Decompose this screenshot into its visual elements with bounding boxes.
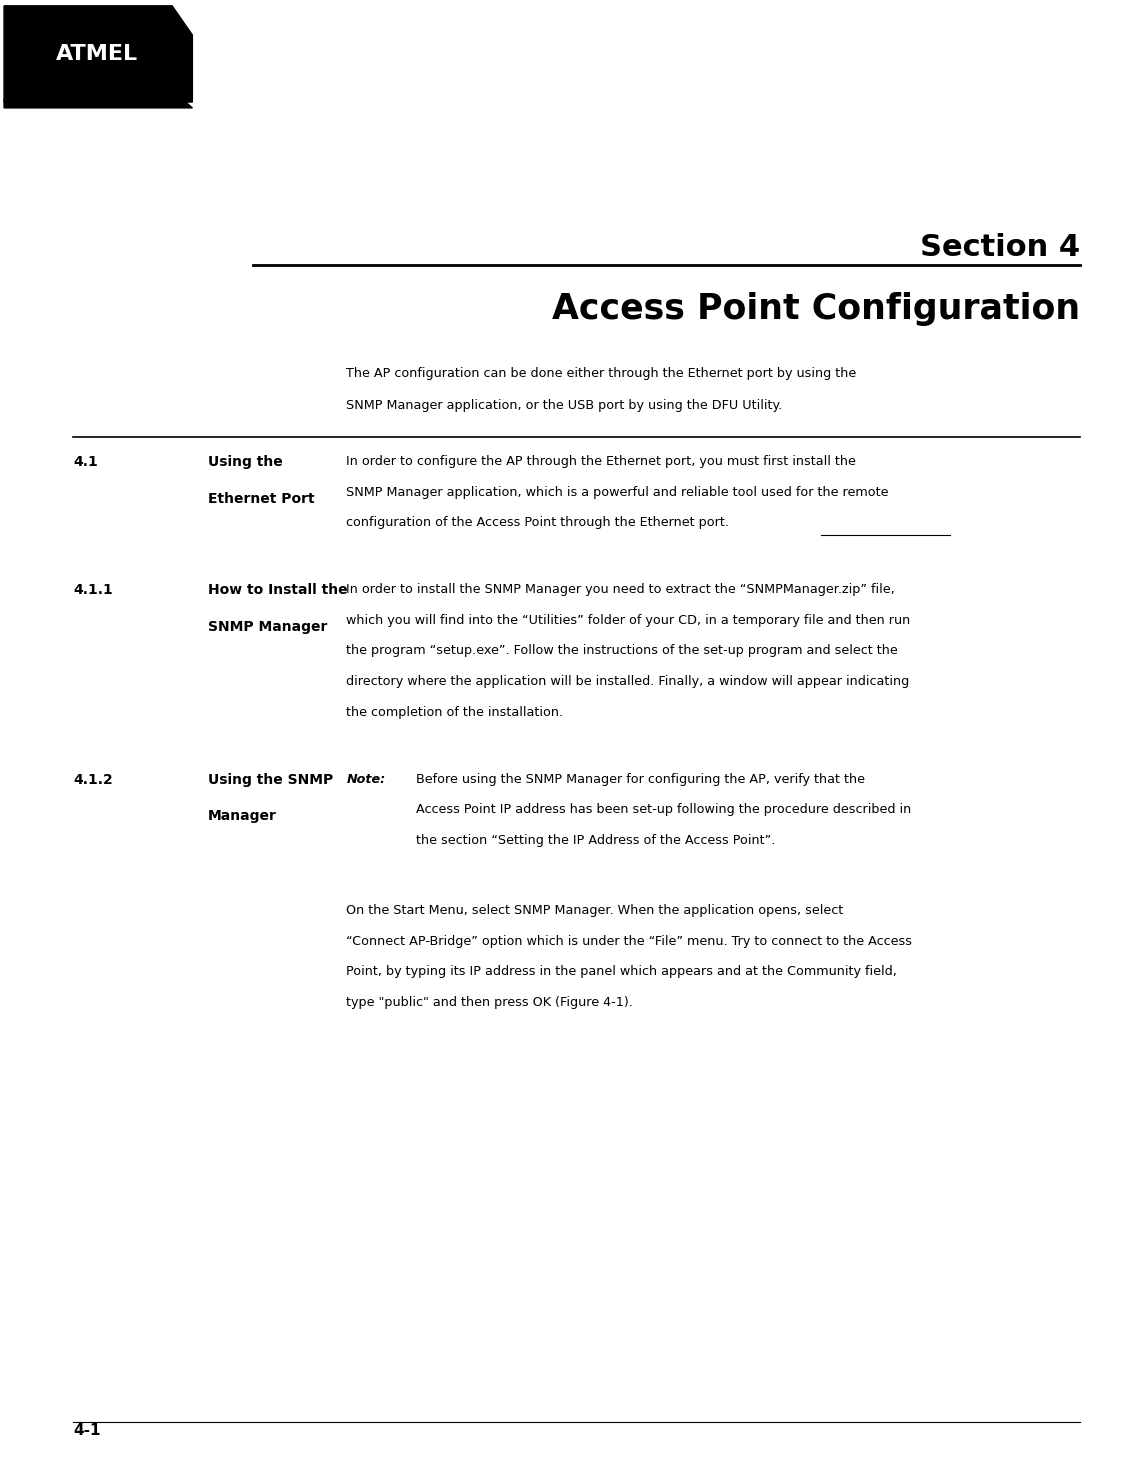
Text: the completion of the installation.: the completion of the installation. — [346, 706, 564, 719]
Text: Access Point IP address has been set-up following the procedure described in: Access Point IP address has been set-up … — [416, 803, 911, 816]
Text: type "public" and then press OK (Figure 4-1).: type "public" and then press OK (Figure … — [346, 996, 633, 1009]
Text: ®: ® — [184, 95, 191, 101]
Text: How to Install the: How to Install the — [208, 583, 348, 598]
Text: SNMP Manager application, which is a powerful and reliable tool used for the rem: SNMP Manager application, which is a pow… — [346, 486, 889, 499]
Polygon shape — [4, 99, 192, 108]
Polygon shape — [4, 6, 192, 102]
Text: Before using the SNMP Manager for configuring the AP, verify that the: Before using the SNMP Manager for config… — [416, 773, 865, 786]
Text: 4.1.1: 4.1.1 — [73, 583, 112, 598]
Text: On the Start Menu, select SNMP Manager. When the application opens, select: On the Start Menu, select SNMP Manager. … — [346, 904, 844, 917]
Text: SNMP Manager: SNMP Manager — [208, 620, 327, 634]
Text: Using the: Using the — [208, 455, 282, 469]
Text: Using the SNMP: Using the SNMP — [208, 773, 333, 787]
Text: Note:: Note: — [346, 773, 386, 786]
Text: the program “setup.exe”. Follow the instructions of the set-up program and selec: the program “setup.exe”. Follow the inst… — [346, 644, 898, 658]
Text: Access Point Configuration: Access Point Configuration — [552, 292, 1080, 325]
Text: 4.1.2: 4.1.2 — [73, 773, 112, 787]
Text: directory where the application will be installed. Finally, a window will appear: directory where the application will be … — [346, 675, 910, 688]
Text: Ethernet Port: Ethernet Port — [208, 491, 315, 506]
Text: SNMP Manager application, or the USB port by using the DFU Utility.: SNMP Manager application, or the USB por… — [346, 399, 783, 413]
Text: The AP configuration can be done either through the Ethernet port by using the: The AP configuration can be done either … — [346, 367, 857, 381]
Text: Point, by typing its IP address in the panel which appears and at the Community : Point, by typing its IP address in the p… — [346, 965, 898, 978]
Text: Manager: Manager — [208, 809, 277, 824]
Text: Section 4: Section 4 — [920, 233, 1080, 262]
Text: ATMEL: ATMEL — [56, 44, 138, 64]
Text: In order to configure the AP through the Ethernet port, you must first install t: In order to configure the AP through the… — [346, 455, 856, 468]
Text: “Connect AP-Bridge” option which is under the “File” menu. Try to connect to the: “Connect AP-Bridge” option which is unde… — [346, 935, 912, 948]
Text: configuration of the Access Point through the Ethernet port.: configuration of the Access Point throug… — [346, 516, 729, 529]
Text: 4-1: 4-1 — [73, 1423, 100, 1438]
Text: 4.1: 4.1 — [73, 455, 98, 469]
Text: which you will find into the “Utilities” folder of your CD, in a temporary file : which you will find into the “Utilities”… — [346, 614, 911, 627]
Text: In order to install the SNMP Manager you need to extract the “SNMPManager.zip” f: In order to install the SNMP Manager you… — [346, 583, 896, 596]
Text: the section “Setting the IP Address of the Access Point”.: the section “Setting the IP Address of t… — [416, 834, 775, 847]
